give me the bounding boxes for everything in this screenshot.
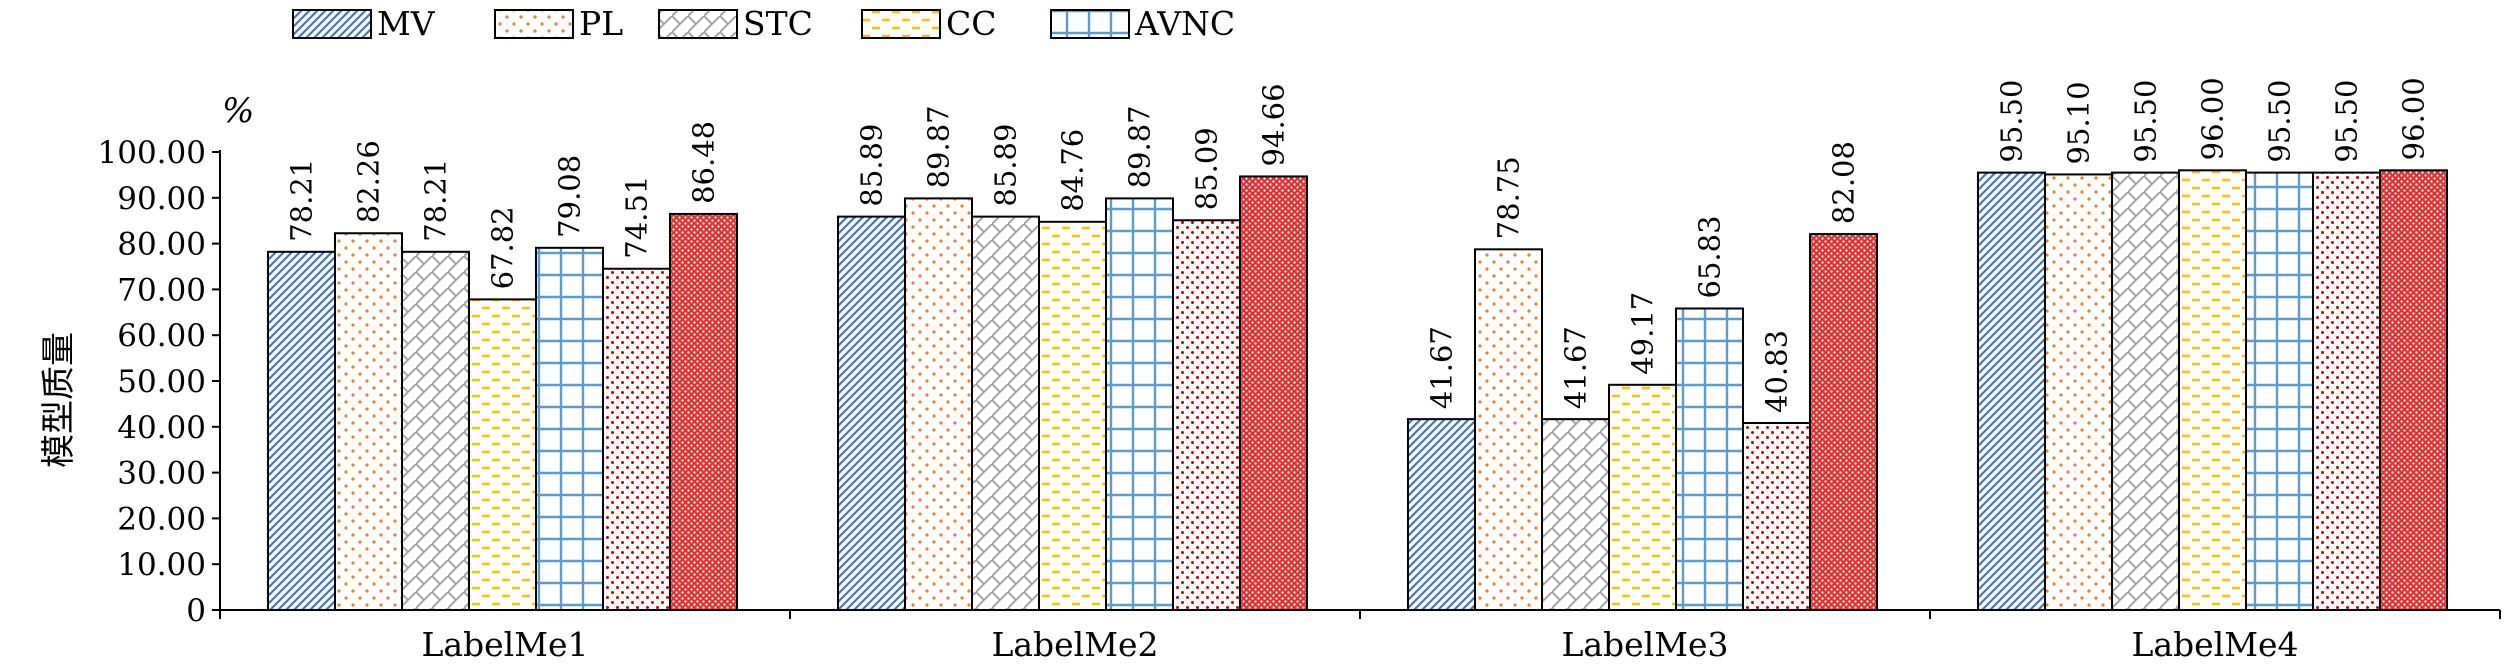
legend-label: CC [946, 4, 997, 43]
data-label: 96.00 [2397, 77, 2431, 160]
legend-swatch [494, 9, 574, 39]
data-label: 78.75 [1492, 156, 1526, 239]
data-label: 89.87 [922, 105, 956, 188]
bar [1541, 418, 1610, 611]
bar [2111, 171, 2180, 612]
legend-swatch [861, 9, 941, 39]
legend-label: STC [743, 4, 813, 43]
bar [468, 298, 537, 611]
data-label: 95.50 [2330, 80, 2364, 163]
legend-swatch [292, 9, 372, 39]
y-axis-label: 模型质量 [39, 332, 79, 468]
y-tick-label: 80.00 [117, 227, 206, 263]
data-label: 85.09 [1190, 127, 1224, 210]
y-tick-label: 30.00 [117, 456, 206, 492]
bar [1239, 175, 1308, 611]
legend: MV PL STC CC AVNC [292, 4, 1235, 43]
y-tick-label: 60.00 [117, 318, 206, 354]
y-tick-label: 50.00 [117, 364, 206, 400]
bar [971, 215, 1040, 611]
data-label: 94.66 [1257, 83, 1291, 166]
data-label: 95.50 [1995, 80, 2029, 163]
bar [2379, 169, 2448, 611]
bar [334, 232, 403, 611]
data-label: 79.08 [553, 155, 587, 238]
y-tick-label: 10.00 [117, 547, 206, 583]
y-tick-label: 70.00 [117, 272, 206, 308]
y-tick-label: 20.00 [117, 501, 206, 537]
bars: 78.21 82.26 78.21 67.82 79.08 74.51 86.48 85.89… [267, 77, 2448, 612]
data-label: 82.26 [352, 140, 386, 223]
legend-label: PL [579, 4, 623, 43]
data-label: 67.82 [486, 206, 520, 289]
bar [1172, 219, 1241, 611]
x-axis: LabelMe1 LabelMe2 LabelMe3 LabelMe4 [219, 609, 2501, 664]
y-tick-label: 40.00 [117, 410, 206, 446]
data-label: 85.89 [855, 124, 889, 207]
data-label: 65.83 [1693, 215, 1727, 298]
x-category-label: LabelMe4 [2131, 625, 2298, 664]
data-label: 49.17 [1626, 292, 1660, 375]
y-axis: 0 10.00 20.00 30.00 40.00 50.00 60.00 70.00 80.0… [98, 135, 221, 629]
bar [1809, 233, 1878, 611]
y-tick-label: 90.00 [117, 181, 206, 217]
legend-label: MV [377, 4, 436, 43]
x-category-label: LabelMe1 [421, 625, 588, 664]
bar [2044, 173, 2113, 612]
bar [1977, 171, 2046, 612]
data-label: 41.67 [1425, 326, 1459, 409]
bar [602, 267, 671, 611]
bar [2312, 171, 2381, 612]
bar [669, 212, 738, 611]
bar [837, 215, 906, 611]
data-label: 78.21 [419, 159, 453, 242]
y-tick-label: 100.00 [98, 135, 206, 171]
bar [2245, 171, 2314, 612]
data-label: 95.50 [2129, 80, 2163, 163]
bar [401, 250, 470, 612]
bar [1105, 197, 1174, 612]
x-category-label: LabelMe2 [991, 625, 1158, 664]
bar [535, 246, 604, 611]
data-label: 40.83 [1760, 330, 1794, 413]
data-label: 89.87 [1123, 105, 1157, 188]
bar [1407, 418, 1476, 611]
legend-swatch [1050, 9, 1130, 39]
data-label: 74.51 [620, 176, 654, 259]
data-label: 95.50 [2263, 80, 2297, 163]
y-unit-label: % [222, 91, 254, 131]
bar [2178, 169, 2247, 611]
bar [1675, 307, 1744, 611]
data-label: 86.48 [687, 121, 721, 204]
bar [1038, 220, 1107, 611]
data-label: 41.67 [1559, 326, 1593, 409]
y-tick-label: 0 [186, 593, 206, 629]
data-label: 85.89 [989, 124, 1023, 207]
bar [904, 197, 973, 612]
data-label: 78.21 [285, 159, 319, 242]
bar [1742, 421, 1811, 611]
data-label: 95.10 [2062, 81, 2096, 164]
bar [1474, 248, 1543, 611]
legend-label: AVNC [1134, 4, 1235, 43]
data-label: 84.76 [1056, 129, 1090, 212]
data-label: 82.08 [1827, 141, 1861, 224]
legend-swatch [658, 9, 738, 39]
data-label: 96.00 [2196, 77, 2230, 160]
x-category-label: LabelMe3 [1561, 625, 1728, 664]
bar [267, 250, 336, 612]
bar [1608, 383, 1677, 611]
